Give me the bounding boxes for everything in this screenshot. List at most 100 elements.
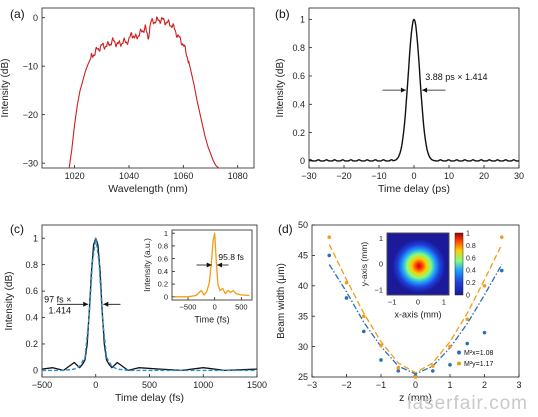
y-tick-label: 40: [298, 281, 308, 291]
data-point: [413, 375, 418, 379]
x-tick-label: −1: [388, 298, 397, 307]
x-tick-label: 20: [479, 171, 489, 181]
x-tick-label: 1: [447, 380, 452, 390]
y-tick-label: 0.6: [292, 71, 305, 81]
fwhm-arrow-right-head: [103, 301, 109, 307]
x-tick-label: −500: [180, 303, 197, 312]
y-tick-label: 0.4: [292, 99, 305, 109]
colorbar-tick-label: 0.4: [466, 268, 476, 275]
y-tick-label: 45: [298, 251, 308, 261]
panel-3: −500 0 500 0 0.2 0.4 0.6 0.8 1 Time (fs) Intensity…: [142, 229, 253, 325]
legend-entry-1: M²y=1.17: [464, 361, 493, 368]
x-tick-label: 0: [93, 380, 98, 390]
legend-entry-0: M²x=1.08: [464, 350, 493, 357]
plot-frame: [41, 7, 255, 169]
y-tick-label: 0.6: [158, 254, 168, 263]
data-point: [396, 366, 401, 370]
y-tick-label: −1: [374, 285, 383, 294]
x-tick-label: 0: [213, 303, 217, 312]
x-axis-label: Time delay (fs): [115, 392, 184, 404]
data-point: [344, 280, 349, 285]
data-point: [379, 343, 383, 348]
y-tick-label: 50: [298, 220, 308, 230]
beam-spot: [392, 239, 446, 293]
x-tick-label: 3: [516, 380, 521, 390]
x-tick-label: 1500: [247, 380, 267, 390]
fwhm-arrow-left-head: [83, 301, 89, 307]
data-point: [396, 369, 401, 373]
spectrum-line: [68, 16, 220, 169]
frog-pulse-line: [174, 232, 250, 298]
x-tick-label: 2: [482, 380, 487, 390]
x-tick-label: −2: [341, 380, 351, 390]
panel-label: (b): [275, 7, 290, 21]
y-tick-label: 1: [164, 229, 168, 238]
x-tick-label: −1: [376, 380, 386, 390]
data-point: [448, 344, 452, 349]
panel-label: (c): [10, 222, 24, 236]
x-axis-label: x-axis (mm): [395, 310, 442, 320]
data-point: [499, 235, 504, 239]
fwhm-annotation: 3.88 ps × 1.414: [425, 72, 487, 82]
y-tick-label: 1: [379, 234, 383, 243]
plot-frame: [308, 7, 520, 169]
x-tick-label: 0: [413, 380, 418, 390]
fwhm-annotation: 95.8 fs: [218, 252, 244, 262]
x-axis-label: Wavelength (nm): [108, 183, 188, 195]
y-tick-label: 0: [164, 292, 168, 301]
y-tick-label: 0.8: [25, 260, 38, 270]
y-tick-label: 0.6: [25, 286, 38, 296]
y-tick-label: 0.8: [158, 242, 168, 251]
x-tick-label: 1000: [193, 380, 213, 390]
y-axis-label: Intensity (dB): [275, 59, 286, 118]
autocorrelation-line: [308, 18, 519, 162]
data-point: [327, 253, 332, 258]
x-tick-label: 500: [235, 303, 248, 312]
x-axis-label: z (mm): [399, 392, 432, 404]
x-tick-label: −500: [32, 380, 52, 390]
data-point: [465, 341, 470, 346]
x-tick-label: 1060: [173, 171, 193, 181]
x-tick-label: −20: [336, 171, 351, 181]
fwhm-arrow-left-head: [400, 87, 406, 93]
fwhm-arrow-left-head: [206, 262, 212, 268]
y-tick-label: 1: [300, 14, 305, 24]
panel-1: −30 −20 −10 0 10 20 30 0 0.2 0.4 0.6 0.8 1 Time delay…: [275, 7, 524, 195]
data-point: [430, 364, 435, 368]
y-tick-label: 0.4: [158, 267, 168, 276]
colorbar-tick-label: 0.2: [466, 280, 476, 287]
data-point: [361, 329, 366, 334]
data-point: [465, 317, 470, 322]
x-tick-label: 1080: [228, 171, 248, 181]
fwhm-arrow-right-head: [217, 262, 223, 268]
x-tick-label: 1020: [65, 171, 85, 181]
x-tick-label: 500: [142, 380, 157, 390]
legend-marker-1: [457, 361, 461, 366]
x-tick-label: −10: [371, 171, 386, 181]
y-tick-label: 0: [33, 366, 38, 376]
data-point: [448, 363, 452, 367]
y-axis-label: Intensity (dB): [4, 272, 15, 331]
y-tick-label: 35: [298, 311, 308, 321]
fwhm-arrow-right-head: [422, 87, 428, 93]
fit-line-1: [328, 244, 503, 374]
x-tick-label: 1040: [119, 171, 139, 181]
plot-frame: [171, 229, 253, 301]
data-point: [361, 314, 366, 319]
data-point: [482, 330, 487, 335]
y-tick-label: 0: [379, 260, 383, 269]
legend-marker-0: [457, 350, 461, 355]
data-point: [482, 284, 487, 288]
y-tick-label: 25: [298, 372, 308, 382]
colorbar-tick-label: 0.6: [466, 255, 476, 262]
inset-background: [142, 228, 256, 324]
y-tick-label: 0.8: [292, 43, 305, 53]
colorbar-tick-label: 0.8: [466, 243, 476, 250]
fwhm-annotation-line1: 97 fs ×: [44, 294, 71, 304]
x-tick-label: 1: [442, 298, 446, 307]
y-tick-label: −30: [23, 158, 38, 168]
panel-label: (d): [278, 222, 293, 236]
